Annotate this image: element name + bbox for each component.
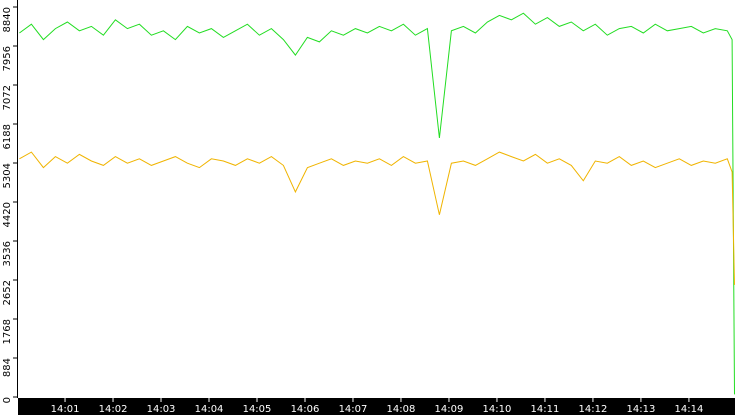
y-tick-label: 2652 [2, 280, 13, 305]
y-tick-label: 1768 [2, 319, 13, 344]
series-line [19, 151, 735, 285]
y-tick-label: 7072 [2, 85, 13, 110]
x-tick-label: 14:07 [339, 404, 368, 415]
y-tick-label: 7956 [2, 46, 13, 71]
x-tick-label: 14:05 [243, 404, 272, 415]
y-tick-label: 3536 [2, 241, 13, 266]
x-tick-label: 14:11 [531, 404, 560, 415]
y-tick-label: 884 [2, 358, 13, 377]
x-tick-label: 14:12 [579, 404, 608, 415]
x-tick-label: 14:02 [99, 404, 128, 415]
x-tick-label: 14:04 [195, 404, 224, 415]
x-tick-label: 14:14 [675, 404, 704, 415]
y-tick-label: 5304 [2, 163, 13, 188]
y-tick-label: 8840 [2, 7, 13, 32]
x-tick-label: 14:03 [147, 404, 176, 415]
x-axis-bar [18, 398, 735, 415]
y-tick-label: 0 [2, 397, 13, 403]
x-tick-label: 14:09 [435, 404, 464, 415]
y-tick-label: 4420 [2, 202, 13, 227]
x-tick-label: 14:08 [387, 404, 416, 415]
x-tick-label: 14:10 [483, 404, 512, 415]
y-tick-label: 6188 [2, 124, 13, 149]
x-tick-label: 14:13 [627, 404, 656, 415]
x-tick-label: 14:06 [291, 404, 320, 415]
series-line [19, 12, 735, 395]
x-tick-label: 14:01 [51, 404, 80, 415]
